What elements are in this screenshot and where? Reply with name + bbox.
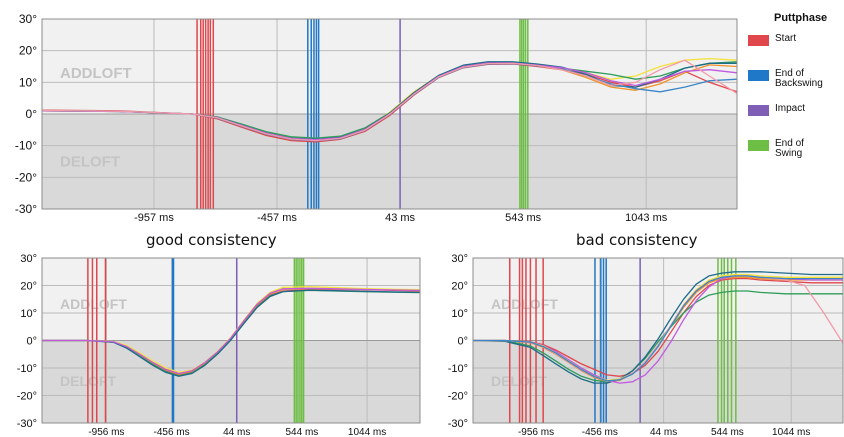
legend-swatch-start xyxy=(748,35,769,46)
series-line-8 xyxy=(473,275,843,382)
x-tick-label: -957 ms xyxy=(134,212,174,224)
x-tick-label: -956 ms xyxy=(88,427,124,437)
deloft-zone xyxy=(42,114,737,209)
addloft-label: ADDLOFT xyxy=(60,296,127,312)
deloft-label: DELOFT xyxy=(60,153,120,170)
plot-frame xyxy=(472,257,844,424)
x-tick-label: -456 ms xyxy=(582,427,618,437)
y-tick-label: -30° xyxy=(15,202,37,216)
series-line-1 xyxy=(473,277,843,377)
plot-frame xyxy=(41,257,421,424)
series-line-5 xyxy=(42,289,421,377)
legend-swatch-impact xyxy=(748,105,769,116)
x-tick-label: 44 ms xyxy=(223,427,250,437)
y-tick-label: 0° xyxy=(26,107,38,121)
x-tick-label: 44 ms xyxy=(650,427,677,437)
y-tick-label: 30° xyxy=(451,253,468,265)
addloft-label: ADDLOFT xyxy=(491,296,558,312)
y-tick-label: 0° xyxy=(457,336,468,348)
legend-item-swing-end: End of Swing xyxy=(748,138,844,159)
x-tick-label: 1044 ms xyxy=(772,427,810,437)
y-tick-label: -20° xyxy=(448,391,468,403)
y-tick-label: 20° xyxy=(20,281,37,293)
caption-bad-consistency: bad consistency xyxy=(576,231,698,249)
series-line-6 xyxy=(42,287,421,375)
x-tick-label: 43 ms xyxy=(385,212,415,224)
series-line-4 xyxy=(472,271,843,384)
y-tick-label: -30° xyxy=(448,418,468,430)
chart-bad-consistency: ADDLOFTDELOFT30°20°10°0°-10°-20°-30°-956… xyxy=(448,253,844,437)
x-tick-label: -457 ms xyxy=(257,212,297,224)
y-tick-label: 30° xyxy=(19,12,37,26)
legend-item-backswing: End of Backswing xyxy=(748,68,844,89)
x-tick-label: 1044 ms xyxy=(348,427,386,437)
legend-label: End of Swing xyxy=(775,138,804,159)
legend-swatch-backswing xyxy=(748,70,769,81)
y-tick-label: 10° xyxy=(19,75,37,89)
y-tick-label: -20° xyxy=(15,170,37,184)
addloft-zone xyxy=(42,19,737,114)
chart-good-consistency: ADDLOFTDELOFT30°20°10°0°-10°-20°-30°-956… xyxy=(17,253,421,437)
y-tick-label: -30° xyxy=(17,418,37,430)
deloft-zone xyxy=(473,340,843,423)
addloft-label: ADDLOFT xyxy=(60,65,132,82)
chart-overview: ADDLOFT DELOFT 30° 20° 10° 0° -10° -20° -30° -957… xyxy=(15,12,738,224)
y-tick-label: 0° xyxy=(26,336,37,348)
plot-frame xyxy=(41,18,738,210)
legend-item-start: Start xyxy=(748,34,844,52)
y-tick-label: -10° xyxy=(448,363,468,375)
caption-good-consistency: good consistency xyxy=(146,231,277,249)
legend-item-impact: Impact xyxy=(748,104,844,122)
x-tick-label: -956 ms xyxy=(518,427,554,437)
x-tick-label: 1043 ms xyxy=(625,212,668,224)
series-line-8 xyxy=(41,59,738,142)
y-tick-label: -10° xyxy=(15,139,37,153)
legend-swatch-swing-end xyxy=(748,140,769,151)
y-tick-label: 10° xyxy=(451,308,468,320)
addloft-zone xyxy=(473,258,843,341)
y-tick-label: 20° xyxy=(19,44,37,58)
legend-label: Impact xyxy=(775,103,806,114)
x-tick-label: 543 ms xyxy=(505,212,542,224)
series-line-3 xyxy=(473,290,843,383)
y-tick-label: 20° xyxy=(451,281,468,293)
legend-label: End of Backswing xyxy=(775,68,823,89)
y-tick-label: 30° xyxy=(20,253,37,265)
legend-title: Puttphase xyxy=(774,12,828,24)
y-tick-label: 10° xyxy=(20,308,37,320)
x-tick-label: 544 ms xyxy=(711,427,744,437)
x-tick-label: 544 ms xyxy=(286,427,319,437)
legend-label: Start xyxy=(775,33,797,44)
x-tick-label: -456 ms xyxy=(154,427,190,437)
y-tick-label: -20° xyxy=(17,391,37,403)
y-tick-label: -10° xyxy=(17,363,37,375)
legend: Puttphase Start End of Backswing Impact … xyxy=(748,12,844,174)
